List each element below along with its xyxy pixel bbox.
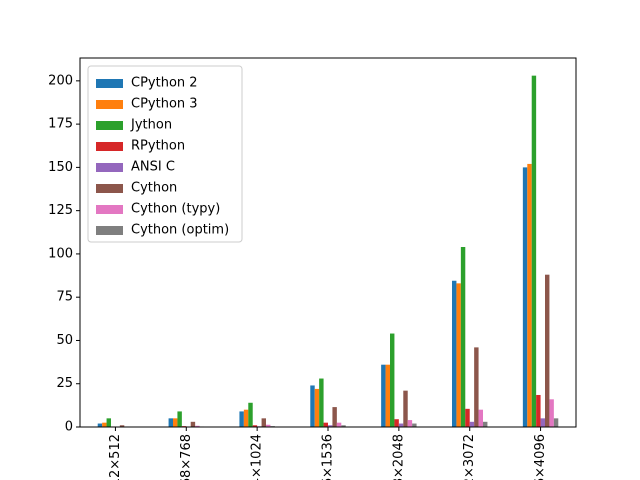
bar — [553, 418, 559, 427]
legend-label: Cython — [131, 181, 177, 196]
y-tick-label: 125 — [48, 203, 73, 218]
bar — [549, 399, 554, 427]
legend-swatch — [96, 121, 123, 130]
bar — [119, 425, 125, 427]
bar — [407, 420, 413, 427]
bar — [106, 418, 111, 427]
bar — [394, 419, 399, 427]
bar — [102, 422, 107, 427]
legend-swatch — [96, 163, 123, 172]
legend-label: ANSI C — [131, 160, 175, 175]
bar — [310, 385, 315, 427]
y-tick-label: 0 — [65, 420, 73, 435]
x-tick-label: 512×512 — [108, 434, 123, 480]
y-tick-label: 200 — [48, 73, 73, 88]
legend-label: Cython (optim) — [131, 223, 229, 238]
x-tick-label: 768×768 — [179, 434, 194, 480]
x-tick-label: 1024×1024 — [250, 434, 265, 480]
y-tick-label: 150 — [48, 160, 73, 175]
bar — [452, 280, 457, 427]
legend-label: RPython — [131, 139, 185, 154]
x-tick-label: 1536×1536 — [321, 434, 336, 480]
bar — [168, 418, 173, 427]
legend-swatch — [96, 100, 123, 109]
y-tick-label: 25 — [56, 376, 73, 391]
bar — [323, 422, 328, 427]
bar — [483, 421, 488, 427]
bar — [540, 418, 545, 427]
y-tick-label: 50 — [56, 333, 73, 348]
bar — [456, 283, 461, 427]
bar — [412, 423, 417, 427]
bar — [527, 163, 532, 427]
legend-swatch — [96, 184, 123, 193]
bar — [319, 378, 324, 427]
bar — [536, 394, 541, 427]
bar — [248, 402, 253, 427]
bar — [336, 422, 342, 427]
bar — [252, 425, 258, 427]
legend-swatch — [96, 79, 123, 88]
bar — [266, 424, 271, 427]
bar — [97, 423, 103, 427]
axes-frame — [79, 57, 577, 428]
bar — [261, 418, 266, 427]
legend-swatch — [96, 226, 123, 235]
bar — [243, 409, 249, 427]
legend-swatch — [96, 205, 123, 214]
bar — [173, 418, 178, 427]
bar — [469, 421, 475, 427]
bar — [341, 425, 346, 427]
bar — [314, 388, 320, 427]
bar — [328, 425, 333, 427]
bar — [177, 411, 182, 427]
legend-box — [87, 65, 243, 243]
legend-label: CPython 3 — [131, 97, 198, 112]
bar — [531, 75, 537, 428]
bar — [190, 421, 196, 427]
y-tick-label: 75 — [56, 290, 73, 305]
x-tick-label: 2048×2048 — [391, 434, 406, 480]
x-tick-label: 4096×4096 — [533, 434, 548, 480]
bar — [522, 167, 528, 427]
bar — [239, 411, 244, 427]
y-tick-label: 100 — [48, 246, 73, 261]
bar — [474, 347, 479, 427]
y-tick-label: 175 — [48, 117, 73, 132]
bar — [195, 425, 200, 427]
legend-label: Cython (typy) — [131, 202, 220, 217]
bar — [398, 423, 404, 427]
bar — [381, 364, 386, 427]
bar — [385, 364, 390, 427]
bar — [390, 333, 395, 427]
legend-label: Jython — [130, 118, 172, 133]
legend-swatch — [96, 142, 123, 151]
x-tick-label: 3072×3072 — [462, 434, 477, 480]
bar — [403, 390, 408, 427]
bar — [460, 247, 466, 427]
bar — [332, 407, 337, 427]
legend-label: CPython 2 — [131, 76, 198, 91]
bar — [478, 409, 483, 427]
bar — [545, 274, 550, 427]
bar — [465, 408, 470, 427]
